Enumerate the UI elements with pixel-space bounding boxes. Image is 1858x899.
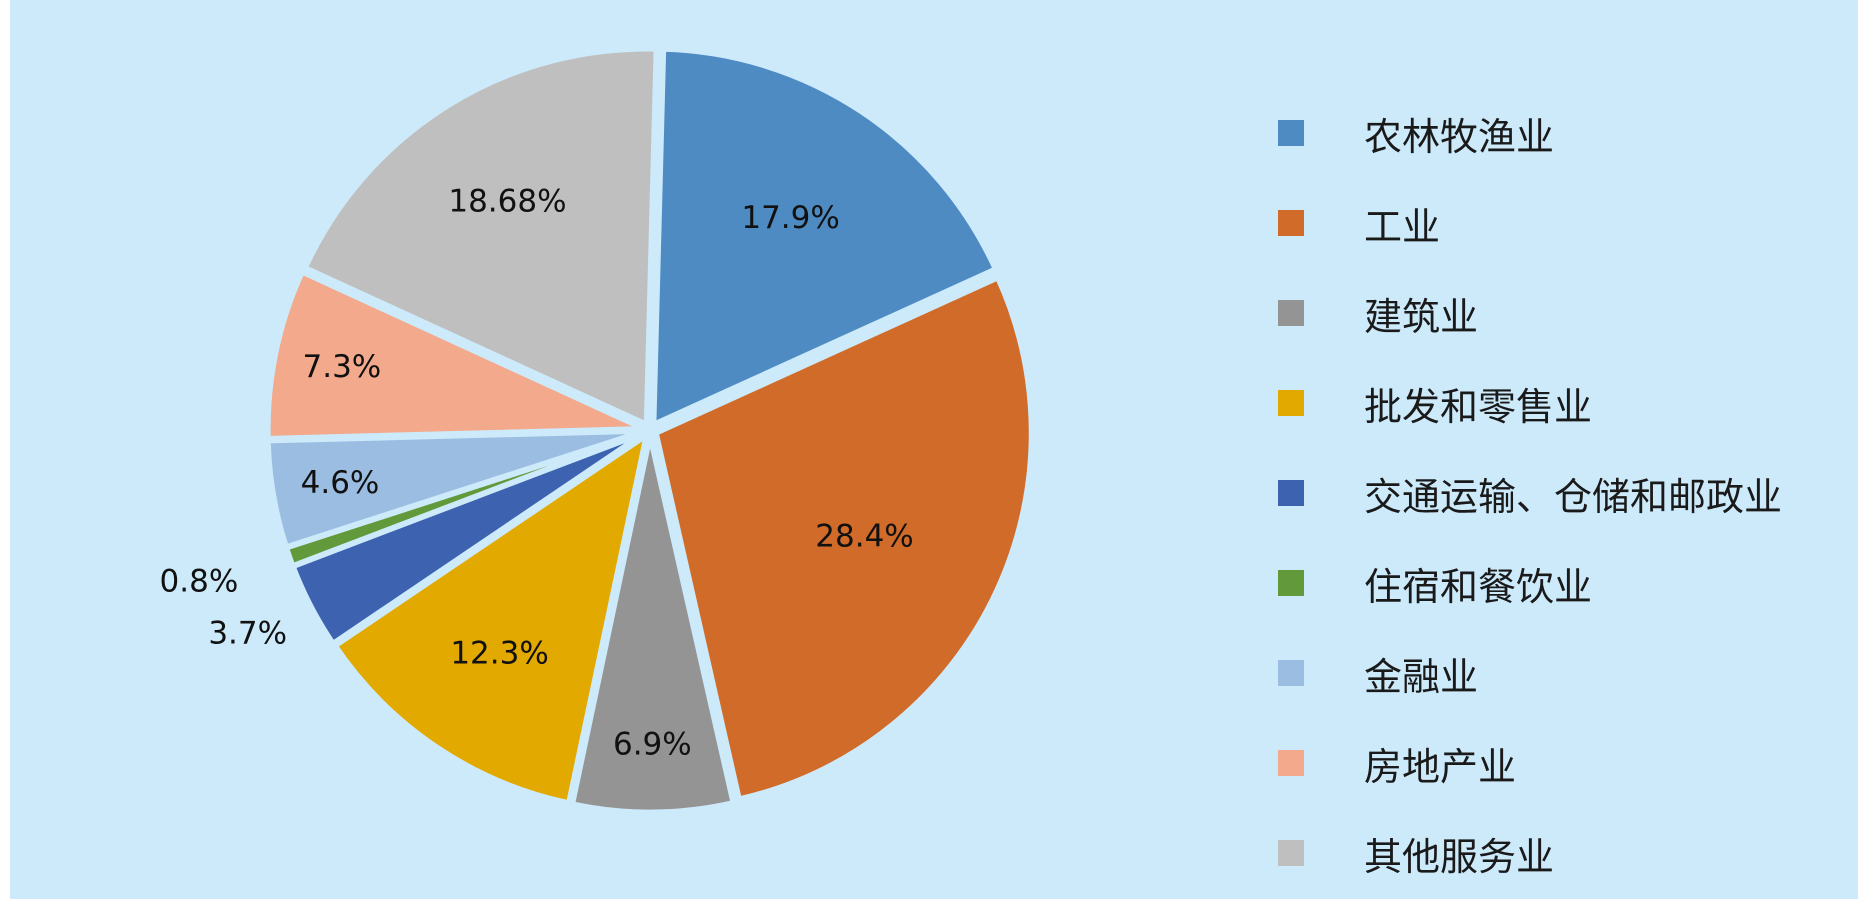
legend-label: 其他服务业 — [1364, 834, 1555, 879]
pie-slice — [332, 433, 649, 806]
legend-label: 批发和零售业 — [1364, 384, 1593, 429]
pie-data-labels: 17.9% 28.4% 6.9% 12.3% 3.7% 0.8% 4.6% 7.3% 18.68… — [160, 183, 914, 762]
legend-item: 批发和零售业 — [1278, 358, 1858, 448]
legend-swatch — [1278, 210, 1304, 236]
legend-swatch — [1278, 480, 1304, 506]
legend-item: 农林牧渔业 — [1278, 88, 1858, 178]
legend-item: 工业 — [1278, 178, 1858, 268]
pie-slice — [651, 46, 998, 427]
legend-item: 住宿和餐饮业 — [1278, 538, 1858, 628]
legend-label: 交通运输、仓储和邮政业 — [1364, 474, 1783, 519]
slice-data-label: 17.9% — [741, 200, 839, 236]
slice-data-label: 4.6% — [301, 465, 380, 501]
pie-chart: 17.9% 28.4% 6.9% 12.3% 3.7% 0.8% 4.6% 7.3% 18.68… — [160, 46, 1034, 815]
slice-data-label: 0.8% — [160, 564, 239, 600]
slice-data-label: 28.4% — [815, 518, 913, 554]
legend-label: 农林牧渔业 — [1364, 114, 1555, 159]
pie-slice — [265, 428, 646, 550]
slice-data-label: 3.7% — [208, 616, 287, 652]
legend-swatch — [1278, 120, 1304, 146]
slice-data-label: 6.9% — [613, 726, 692, 762]
chart-container: 17.9% 28.4% 6.9% 12.3% 3.7% 0.8% 4.6% 7.3% 18.68… — [10, 0, 1858, 899]
pie-slice — [570, 434, 736, 815]
slice-data-label: 18.68% — [448, 183, 566, 219]
legend-item: 建筑业 — [1278, 268, 1858, 358]
legend-item: 金融业 — [1278, 628, 1858, 718]
legend-swatch — [1278, 300, 1304, 326]
legend-swatch — [1278, 660, 1304, 686]
legend-item: 房地产业 — [1278, 718, 1858, 808]
legend-label: 房地产业 — [1364, 744, 1517, 789]
legend-label: 金融业 — [1364, 654, 1479, 699]
slice-data-label: 7.3% — [303, 349, 382, 385]
legend-swatch — [1278, 840, 1304, 866]
legend-label: 住宿和餐饮业 — [1364, 564, 1593, 609]
legend-item: 其他服务业 — [1278, 808, 1858, 898]
legend-label: 建筑业 — [1364, 294, 1479, 339]
pie-slice — [265, 269, 646, 441]
pie-slice — [653, 275, 1034, 802]
slice-data-label: 12.3% — [450, 636, 548, 672]
legend-item: 交通运输、仓储和邮政业 — [1278, 448, 1858, 538]
legend: 农林牧渔业 工业 建筑业 批发和零售业 交通运输、仓储和邮政业 住宿和餐饮业 金… — [1278, 88, 1858, 898]
pie-slice — [302, 46, 659, 427]
pie-slices — [265, 46, 1034, 815]
legend-label: 工业 — [1364, 204, 1441, 249]
legend-swatch — [1278, 390, 1304, 416]
legend-swatch — [1278, 750, 1304, 776]
legend-swatch — [1278, 570, 1304, 596]
